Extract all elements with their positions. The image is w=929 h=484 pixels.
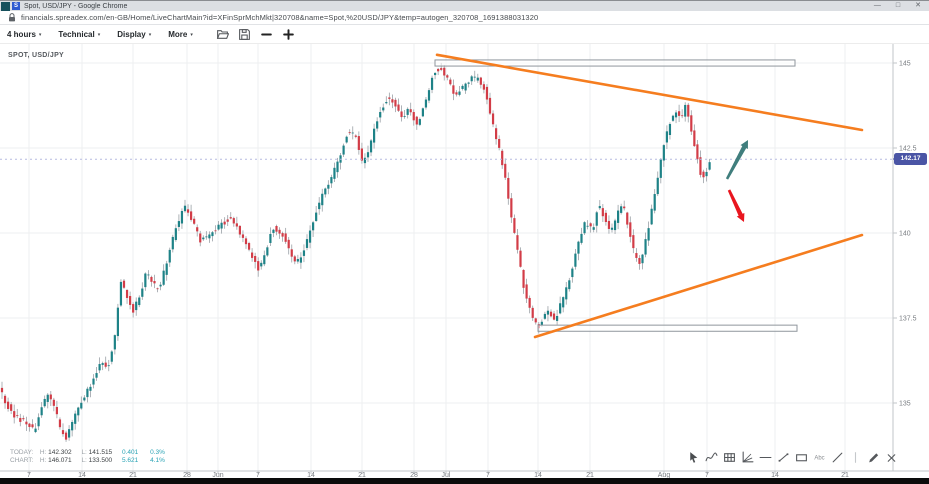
pointer-tool-icon[interactable] <box>686 451 701 464</box>
text-tool-icon[interactable]: Abc <box>812 451 827 464</box>
bearish-arrow[interactable] <box>727 189 745 222</box>
symbol-label: SPOT, USD/JPY <box>8 52 65 59</box>
minimize-window-button[interactable]: — <box>873 2 881 9</box>
toolbar-icon-buttons <box>216 28 295 41</box>
x-axis-label: 21 <box>358 472 366 478</box>
horizontal-line-tool-icon[interactable] <box>758 451 773 464</box>
zoom-out-icon[interactable] <box>260 28 273 41</box>
today-change-pct: 0.3% <box>150 449 165 456</box>
menu-label: Display <box>117 29 146 39</box>
x-axis-label: 21 <box>586 472 594 478</box>
window-icon <box>1 1 10 11</box>
y-axis-label: 142.5 <box>899 146 917 153</box>
chevron-down-icon: ▾ <box>148 31 152 38</box>
menu-label: More <box>168 29 188 39</box>
url-bar[interactable]: financials.spreadex.com/en-GB/Home/LiveC… <box>0 11 929 25</box>
menu-label: Technical <box>58 29 95 39</box>
x-axis-label: Jun <box>212 472 223 478</box>
x-axis-label: 7 <box>705 472 709 478</box>
resistance-zone[interactable] <box>434 59 796 67</box>
drawing-toolbar: Abc <box>686 451 899 464</box>
close-tool-icon[interactable] <box>884 451 899 464</box>
y-axis-label: 145 <box>899 61 911 68</box>
chart-high: 146.071 <box>48 457 72 464</box>
chart-low: 133.500 <box>88 457 113 464</box>
trendline-tool-icon[interactable] <box>776 451 791 464</box>
y-axis-label: 135 <box>899 401 911 408</box>
polyline-tool-icon[interactable] <box>704 451 719 464</box>
site-favicon-icon: S <box>12 2 20 10</box>
window-titlebar: S Spot, USD/JPY - Google Chrome — □ ✕ <box>0 0 929 11</box>
up-trendline[interactable] <box>533 233 864 339</box>
window-controls: — □ ✕ <box>874 1 929 11</box>
pencil-tool-icon[interactable] <box>866 451 881 464</box>
folder-open-icon[interactable] <box>216 28 229 41</box>
x-axis-label: 7 <box>486 472 490 478</box>
today-change: 0.401 <box>121 449 139 456</box>
today-high: 142.302 <box>48 449 72 456</box>
menu-more[interactable]: More ▾ <box>168 30 193 39</box>
y-axis-label: 137.5 <box>899 316 917 323</box>
y-axis-label: 140 <box>899 231 911 238</box>
x-axis-label: 28 <box>410 472 418 478</box>
maximize-window-button[interactable]: □ <box>895 2 901 9</box>
x-axis-label: 14 <box>307 472 315 478</box>
screen-bottom-strip <box>0 478 929 484</box>
close-window-button[interactable]: ✕ <box>915 2 921 9</box>
menu-label: 4 hours <box>7 29 36 39</box>
x-axis-label: 14 <box>771 472 779 478</box>
diagonal-line-tool-icon[interactable] <box>830 451 845 464</box>
chart-area[interactable]: 145 142.5 140 137.5 135 7 14 21 28 Jun 7 14 21 28 Jul 7… <box>0 44 929 478</box>
bullish-arrow[interactable] <box>725 140 748 180</box>
chart-change: 5.621 <box>121 457 139 464</box>
x-axis-label: 28 <box>183 472 191 478</box>
x-axis-label: 7 <box>256 472 260 478</box>
x-axis-label: 14 <box>78 472 86 478</box>
x-axis-label: 7 <box>27 472 31 478</box>
x-axis-label: 21 <box>841 472 849 478</box>
chevron-down-icon: ▾ <box>97 31 101 38</box>
menu-technical[interactable]: Technical ▾ <box>58 30 100 39</box>
axes-tool-icon[interactable] <box>740 451 755 464</box>
chevron-down-icon: ▾ <box>38 31 42 38</box>
url-text[interactable]: financials.spreadex.com/en-GB/Home/LiveC… <box>21 13 539 22</box>
chart-toolbar: 4 hours ▾ Technical ▾ Display ▾ More ▾ <box>0 25 929 44</box>
down-trendline[interactable] <box>435 53 864 132</box>
toolbar-menus: 4 hours ▾ Technical ▾ Display ▾ More ▾ <box>7 30 210 39</box>
current-price-tag: 142.17 <box>893 153 927 165</box>
support-zone[interactable] <box>537 324 798 332</box>
svg-text:Abc: Abc <box>814 456 824 462</box>
chart-stats: TODAY: H: 142.302 L: 141.515 0.401 0.3% … <box>10 449 175 465</box>
price-chart-canvas[interactable]: 145 142.5 140 137.5 135 7 14 21 28 Jun 7 14 21 28 Jul 7… <box>0 44 929 478</box>
chevron-down-icon: ▾ <box>190 31 193 38</box>
grid-tool-icon[interactable] <box>722 451 737 464</box>
x-axis-label: 14 <box>534 472 542 478</box>
zoom-in-icon[interactable] <box>282 28 295 41</box>
menu-4-hours[interactable]: 4 hours ▾ <box>7 30 41 39</box>
chart-change-pct: 4.1% <box>150 457 165 464</box>
today-low: 141.515 <box>88 449 113 456</box>
save-icon[interactable] <box>238 28 251 41</box>
x-axis-label: Aug <box>658 472 671 478</box>
menu-display[interactable]: Display ▾ <box>117 30 151 39</box>
window-title: Spot, USD/JPY - Google Chrome <box>24 2 128 10</box>
lock-icon <box>8 13 16 22</box>
stats-chart-row: CHART: H: 146.071 L: 133.500 5.621 4.1% <box>10 457 165 464</box>
rectangle-tool-icon[interactable] <box>794 451 809 464</box>
x-axis-label: 21 <box>129 472 137 478</box>
stats-today-row: TODAY: H: 142.302 L: 141.515 0.401 0.3% <box>10 449 165 456</box>
x-axis-label: Jul <box>442 472 451 478</box>
toolbar-divider <box>848 451 863 464</box>
